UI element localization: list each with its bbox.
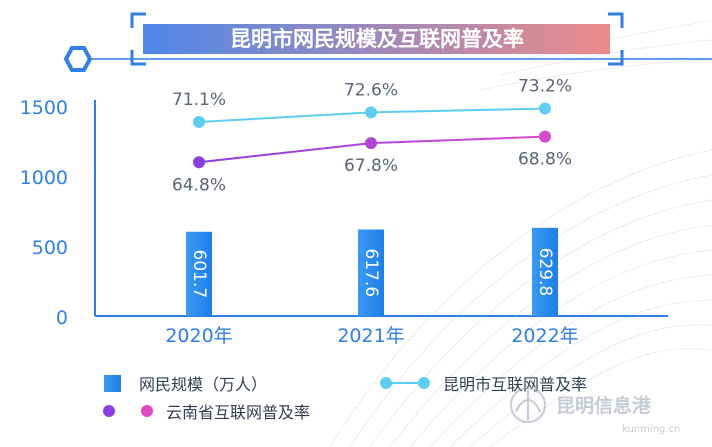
kunming-point: [539, 102, 551, 115]
kunming-point: [193, 115, 205, 128]
legend-yunnan-label: 云南省互联网普及率: [166, 403, 310, 422]
legend-bar-label: 网民规模（万人）: [139, 375, 267, 394]
legend: 网民规模（万人） 昆明市互联网普及率 云南省互联网普及率: [103, 375, 587, 422]
watermark: 昆明信息港 kunming.cn: [510, 387, 680, 435]
y-tick-label: 0: [56, 307, 68, 329]
y-tick-label: 500: [32, 237, 68, 259]
bar-value-label: 617.6: [361, 248, 381, 297]
bar-value-label: 629.8: [535, 248, 555, 297]
hexagon-icon: [63, 46, 93, 72]
legend-kunming-dot-right: [418, 377, 430, 389]
bar: [532, 227, 558, 316]
watermark-logo-icon: [510, 387, 546, 423]
yunnan-point: [365, 137, 377, 150]
x-category-label: 2020年: [165, 325, 232, 347]
kunming-value-label: 71.1%: [172, 90, 226, 110]
banner-corner-tl: [130, 12, 146, 28]
legend-bar-swatch: [104, 375, 121, 392]
x-category-label: 2022年: [511, 325, 578, 347]
bar-value-label: 601.7: [189, 250, 209, 299]
yunnan-point: [193, 156, 205, 169]
legend-kunming-label: 昆明市互联网普及率: [443, 375, 587, 394]
title-banner: 昆明市网民规模及互联网普及率: [130, 12, 624, 66]
bar: [186, 231, 212, 316]
yunnan-point: [539, 130, 551, 143]
watermark-url: kunming.cn: [622, 424, 680, 435]
yunnan-value-label: 64.8%: [172, 175, 226, 195]
x-category-label: 2021年: [337, 325, 404, 347]
legend-yunnan-dot-right: [141, 405, 153, 417]
legend-kunming-dot-left: [380, 377, 392, 389]
banner-corner-br: [608, 50, 624, 66]
legend-item-yunnan: 云南省互联网普及率: [103, 403, 310, 422]
x-category-labels: 2020年 2021年 2022年: [165, 325, 578, 347]
watermark-text: 昆明信息港: [556, 394, 652, 417]
y-tick-labels: 0 500 1000 1500: [20, 97, 68, 329]
title-banner-fill: [143, 24, 610, 54]
y-tick-label: 1000: [20, 167, 68, 189]
legend-item-kunming: 昆明市互联网普及率: [380, 375, 587, 394]
line-series: 71.1% 72.6% 73.2% 64.8% 67.8% 68.8%: [172, 77, 572, 196]
bar: [358, 229, 384, 316]
kunming-value-label: 73.2%: [518, 77, 572, 97]
yunnan-value-label: 67.8%: [344, 156, 398, 176]
bar-series: 601.7 617.6 629.8: [186, 227, 558, 316]
kunming-value-label: 72.6%: [344, 80, 398, 100]
chart-title: 昆明市网民规模及互联网普及率: [230, 27, 524, 51]
kunming-point: [365, 106, 377, 119]
legend-item-bar: 网民规模（万人）: [104, 375, 267, 394]
banner-corner-bl: [130, 50, 146, 66]
yunnan-value-label: 68.8%: [518, 150, 572, 170]
banner-corner-tr: [608, 12, 624, 28]
y-tick-label: 1500: [20, 97, 68, 119]
legend-yunnan-dot-left: [103, 405, 115, 417]
